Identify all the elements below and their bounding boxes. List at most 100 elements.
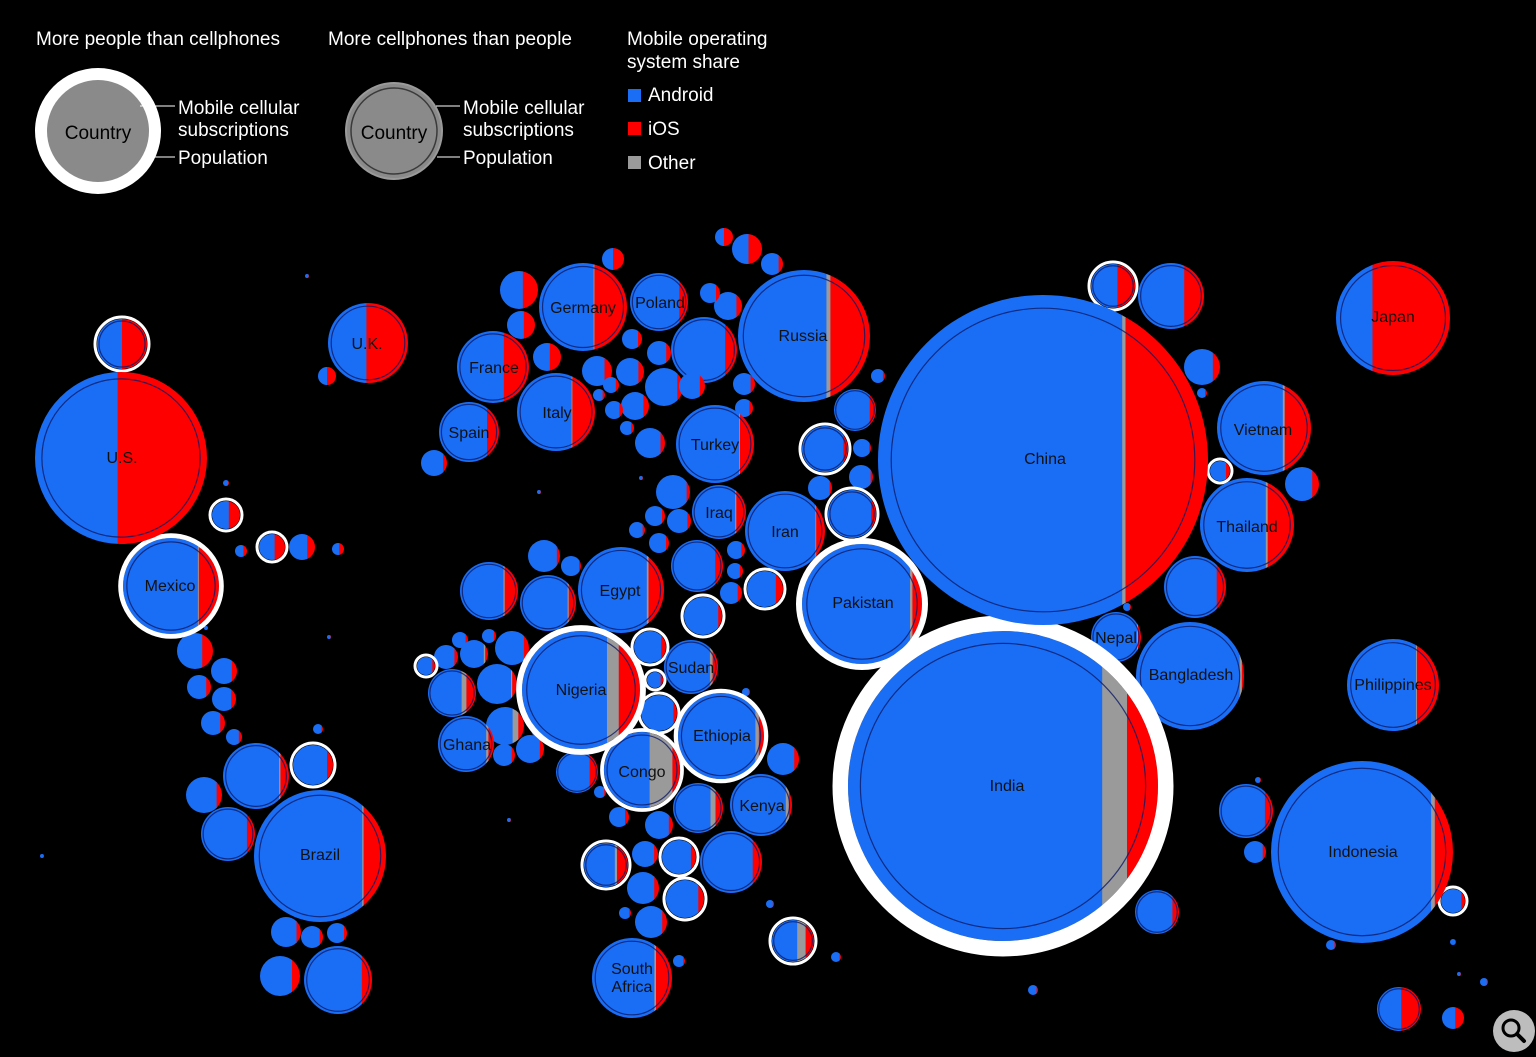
small-country-bubble-97-ios-share [882,369,885,383]
small-country-bubble-51 [629,522,645,538]
small-country-bubble-5 [289,534,315,560]
small-country-bubble-33 [700,283,720,303]
label-congo: Congo [618,764,665,781]
label-nepal: Nepal [1095,630,1137,647]
small-country-bubble-45 [635,428,665,458]
small-country-bubble-89 [635,906,667,938]
small-country-bubble-43 [732,234,762,264]
small-country-bubble-5-ios-share [307,534,315,560]
small-country-bubble-68-other-share [511,664,513,704]
small-country-bubble-32-ios-share [736,292,742,320]
small-country-bubble-74 [556,751,598,793]
small-country-bubble-40-ios-share [750,373,755,395]
bubble-poland-android-share [630,273,680,331]
small-country-bubble-75 [630,627,670,667]
small-country-bubble-96-ios-share [869,389,876,431]
small-country-bubble-108-ios-share [1312,467,1319,501]
small-country-bubble-123-ios-share [43,854,44,858]
bubble-philippines-other-share [1416,639,1418,731]
small-country-bubble-31-ios-share [725,317,737,383]
small-country-bubble-55 [720,582,742,604]
small-country-bubble-15-android-share [186,777,218,813]
legend-sample2-outer [345,82,443,180]
small-country-bubble-85 [580,839,632,891]
small-country-bubble-75-android-share [634,631,662,663]
small-country-bubble-116 [1437,885,1469,917]
label-india: India [990,778,1025,795]
small-country-bubble-22 [500,271,538,309]
small-country-bubble-29-android-share [647,341,667,365]
small-country-bubble-4-android-share [259,534,276,560]
legend2-population: Population [463,148,553,169]
zoom-button[interactable] [1493,1010,1535,1052]
small-country-bubble-46-android-share [620,421,632,435]
small-country-bubble-93-ios-share [839,952,841,962]
legend-sample-country-label: Country [65,123,132,144]
small-country-bubble-81-android-share [645,811,670,839]
small-country-bubble-31 [671,317,737,383]
country-labels: China India U.S. Indonesia Brazil Pakistan Nig… [106,295,1431,996]
small-country-bubble-79 [609,807,629,827]
bubble-egypt-ios-share [648,547,664,633]
small-country-bubble-96 [834,389,876,431]
small-country-bubble-105-ios-share [1212,349,1220,385]
bubble-italy-ios-share [572,373,595,451]
bubble-brazil-android-share [254,790,363,922]
small-country-bubble-30 [622,329,642,349]
small-country-bubble-59-ios-share [579,556,581,576]
bubble-vietnam-other-share [1282,381,1286,475]
small-country-bubble-66-android-share [460,640,485,668]
small-country-bubble-26-ios-share [443,450,447,476]
small-country-bubble-30-ios-share [638,329,642,349]
small-country-bubble-124-android-share [305,274,309,278]
small-country-bubble-120-ios-share [1486,978,1488,986]
label-brazil: Brazil [300,847,340,864]
small-country-bubble-36-ios-share [619,401,623,419]
small-country-bubble-84 [658,836,700,878]
small-country-bubble-9-android-share [187,675,207,699]
small-country-bubble-127-ios-share [228,480,229,486]
small-country-bubble-123-android-share [40,854,44,858]
small-country-bubble-67-ios-share [432,657,435,675]
small-country-bubble-83-ios-share [654,841,658,867]
label-south-africa-line2: Africa [612,979,653,996]
small-country-bubble-43-android-share [732,234,749,264]
small-country-bubble-18 [301,926,323,948]
small-country-bubble-58 [528,540,560,572]
small-country-bubble-19 [327,923,347,943]
small-country-bubble-81-ios-share [668,811,673,839]
small-country-bubble-118-ios-share [1455,1007,1464,1029]
small-country-bubble-60-android-share [460,562,504,620]
small-country-bubble-10-android-share [212,687,232,711]
small-country-bubble-113-android-share [1244,841,1264,863]
small-country-bubble-1-ios-share [327,367,336,385]
label-russia: Russia [779,328,828,345]
legend-label-android: Android [648,85,714,106]
small-country-bubble-37 [603,377,619,393]
small-country-bubble-62-ios-share [493,629,496,643]
small-country-bubble-2-android-share [212,501,230,529]
small-country-bubble-106-android-share [1197,388,1206,398]
label-vietnam: Vietnam [1234,422,1292,439]
small-country-bubble-45-ios-share [660,428,665,458]
small-country-bubble-52 [671,540,723,592]
small-country-bubble-91-ios-share [805,920,814,962]
small-country-bubble-0 [93,315,151,373]
small-country-bubble-84-ios-share [690,840,696,874]
bubble-iraq-android-share [692,485,736,539]
small-country-bubble-87 [627,872,659,904]
small-country-bubble-110-android-share [1123,603,1131,611]
small-country-bubble-74-ios-share [589,751,598,793]
small-country-bubble-115-android-share [1326,940,1335,950]
small-country-bubble-15-ios-share [216,777,222,813]
small-country-bubble-122-ios-share [1036,985,1038,995]
small-country-bubble-13 [223,743,289,809]
small-country-bubble-66 [460,640,488,668]
small-country-bubble-33-android-share [700,283,717,303]
small-country-bubble-27-ios-share [604,356,612,386]
bubble-ethiopia [673,688,769,784]
small-country-bubble-54-ios-share [739,563,743,579]
small-country-bubble-94-android-share [766,900,774,908]
small-country-bubble-2-ios-share [228,501,240,529]
